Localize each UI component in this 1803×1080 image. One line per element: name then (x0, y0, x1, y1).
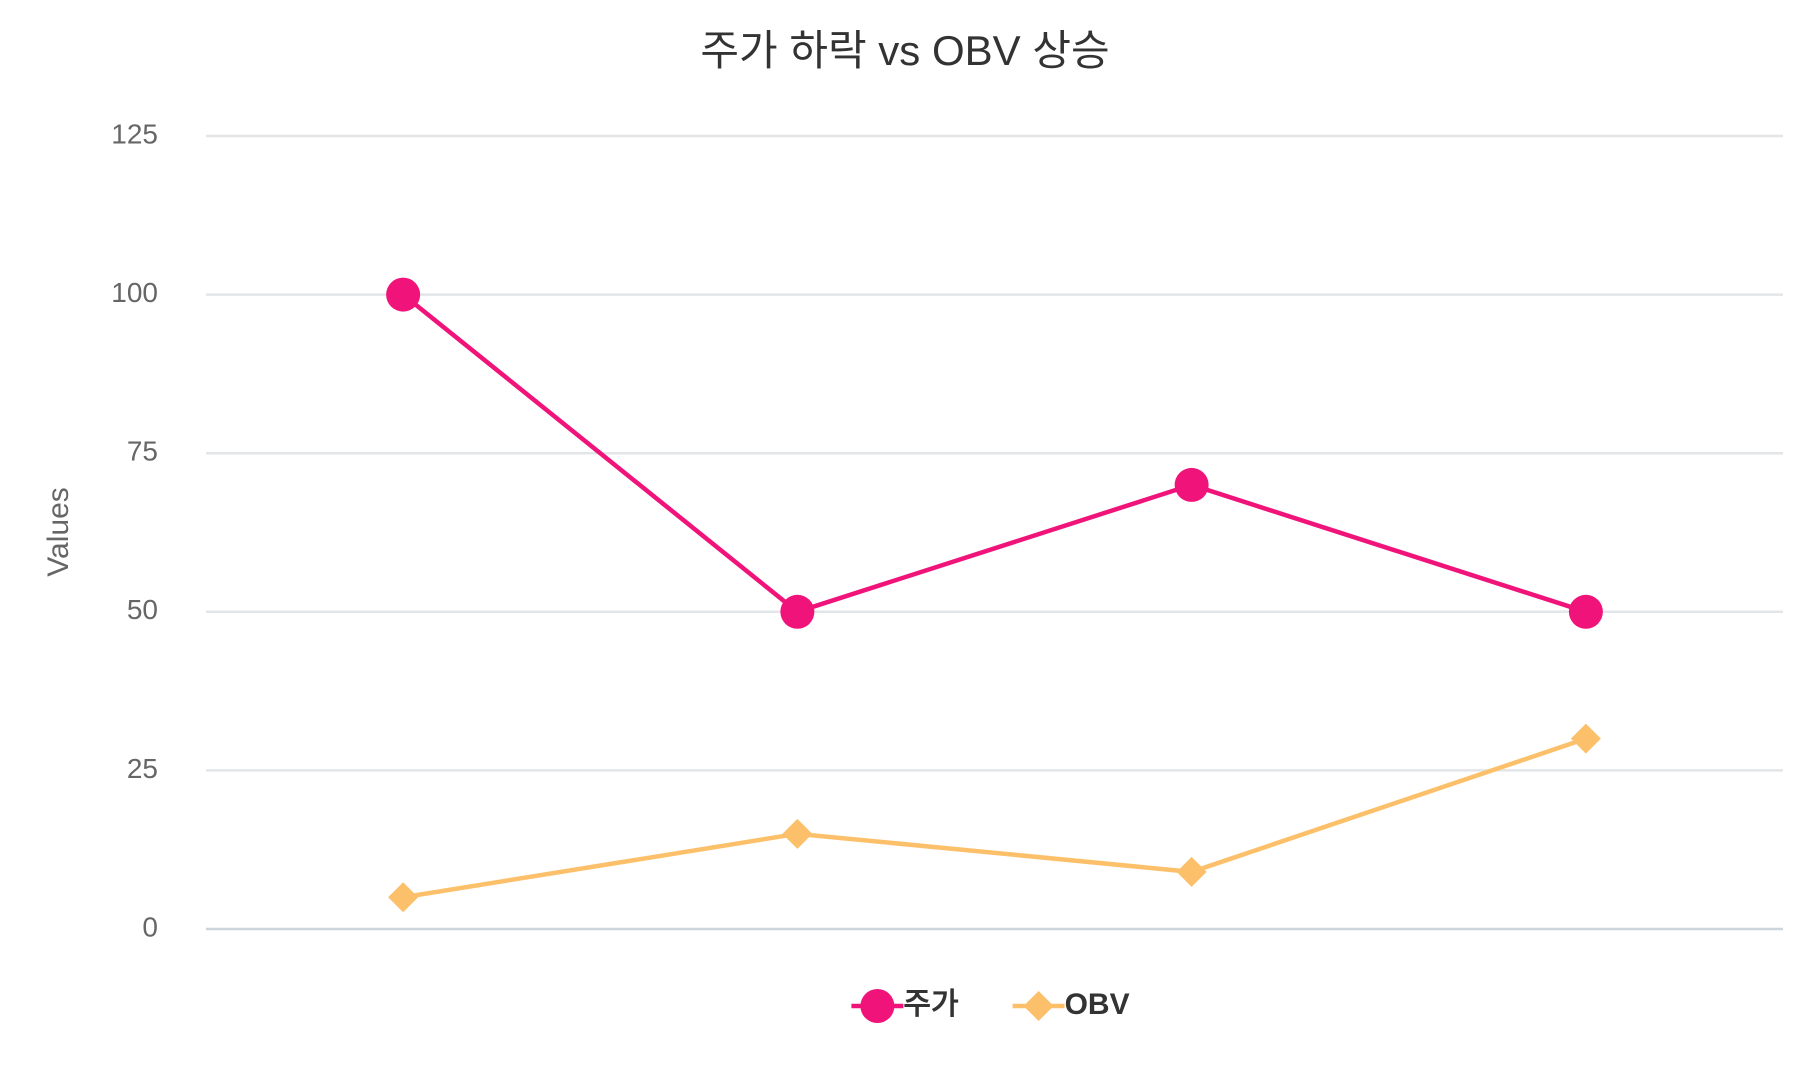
data-point (386, 277, 421, 312)
data-point (1568, 594, 1603, 629)
data-point (782, 818, 813, 849)
series-line (402, 736, 1587, 900)
chart-title: 주가 하락 vs OBV 상승 (700, 27, 1109, 74)
y-tick-label: 75 (127, 436, 158, 467)
y-tick-label: 0 (142, 911, 158, 942)
series-line (401, 292, 1587, 615)
data-point (780, 594, 815, 629)
legend-marker (1023, 991, 1054, 1021)
legend-label: OBV (1065, 988, 1130, 1021)
data-point (388, 882, 419, 913)
y-axis-label: Values (42, 487, 75, 577)
legend-label: 주가 (903, 988, 959, 1021)
data-point (1176, 856, 1207, 887)
y-tick-label: 25 (127, 753, 158, 784)
y-tick-label: 125 (111, 118, 158, 149)
y-tick-label: 50 (127, 594, 158, 625)
data-point (1174, 467, 1209, 502)
data-point (1570, 723, 1601, 754)
y-tick-label: 100 (111, 277, 158, 308)
legend-marker (860, 989, 895, 1023)
